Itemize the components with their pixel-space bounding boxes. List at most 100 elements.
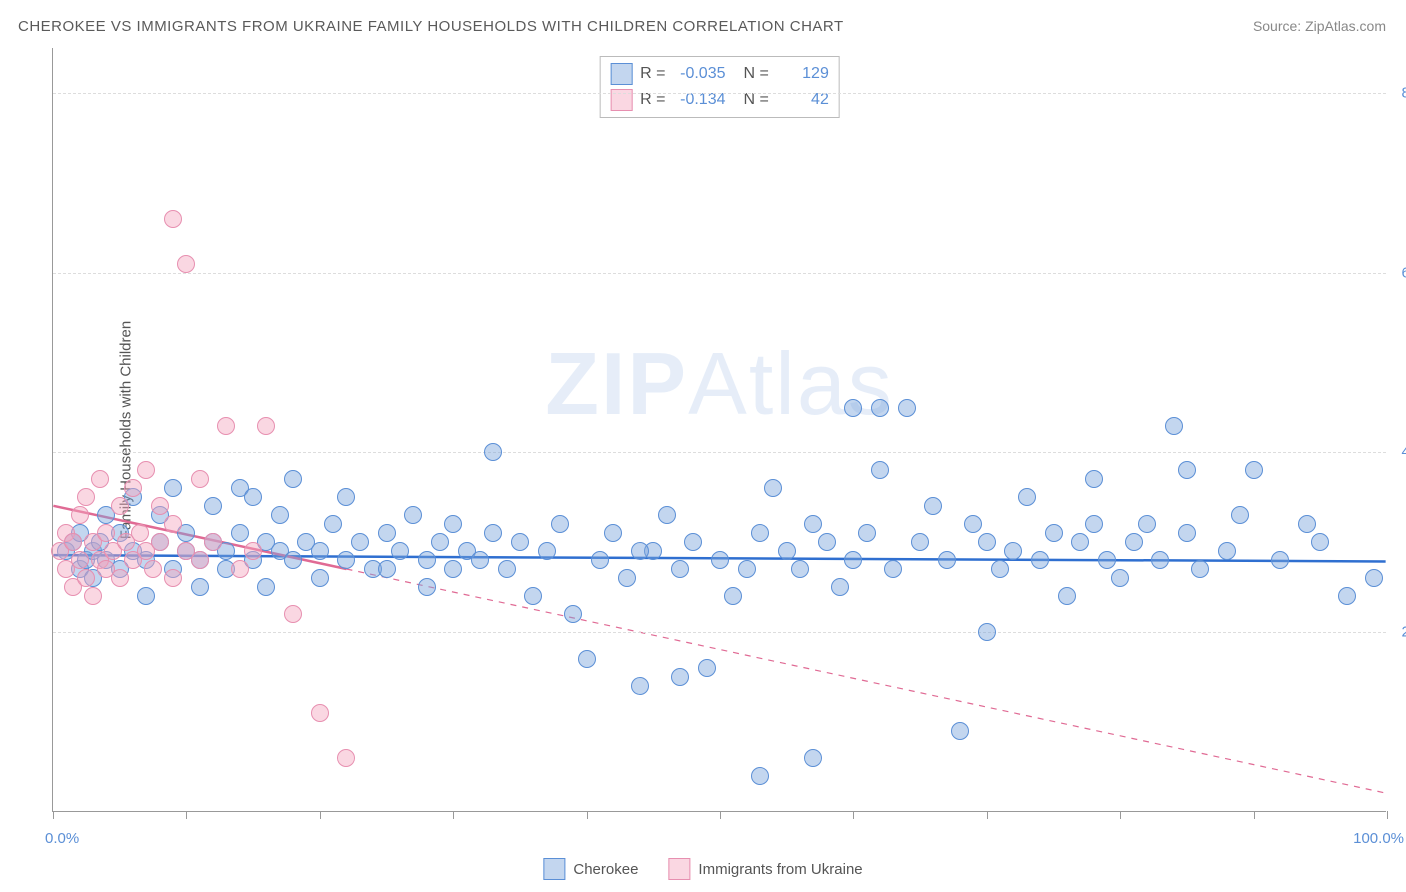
plot-area: Family Households with Children ZIPAtlas… [52,48,1386,812]
data-point [164,569,182,587]
x-tick [53,811,54,819]
data-point [498,560,516,578]
legend-label: Immigrants from Ukraine [698,861,862,878]
x-tick [186,811,187,819]
x-tick [720,811,721,819]
data-point [871,399,889,417]
data-point [1311,533,1329,551]
data-point [938,551,956,569]
data-point [991,560,1009,578]
data-point [444,560,462,578]
data-point [858,524,876,542]
data-point [284,470,302,488]
data-point [151,533,169,551]
data-point [311,569,329,587]
data-point [578,650,596,668]
data-point [137,587,155,605]
gridline [53,93,1386,94]
n-value: 129 [777,65,829,83]
data-point [604,524,622,542]
data-point [311,704,329,722]
x-tick [1254,811,1255,819]
data-point [1151,551,1169,569]
stats-row: R = -0.134 N = 42 [610,87,829,113]
y-tick-label: 80.0% [1401,84,1406,101]
data-point [77,488,95,506]
data-point [257,417,275,435]
legend-label: Cherokee [573,861,638,878]
watermark: ZIPAtlas [545,333,894,435]
data-point [898,399,916,417]
data-point [671,560,689,578]
data-point [591,551,609,569]
data-point [1338,587,1356,605]
data-point [671,668,689,686]
data-point [164,210,182,228]
data-point [84,587,102,605]
data-point [151,497,169,515]
data-point [1178,461,1196,479]
data-point [1111,569,1129,587]
gridline [53,452,1386,453]
data-point [144,560,162,578]
data-point [204,497,222,515]
data-point [951,722,969,740]
data-point [311,542,329,560]
data-point [511,533,529,551]
data-point [217,417,235,435]
data-point [1165,417,1183,435]
data-point [351,533,369,551]
source-attribution: Source: ZipAtlas.com [1253,18,1386,34]
data-point [471,551,489,569]
data-point [831,578,849,596]
data-point [1045,524,1063,542]
data-point [778,542,796,560]
data-point [764,479,782,497]
x-tick [320,811,321,819]
data-point [884,560,902,578]
data-point [1085,515,1103,533]
data-point [724,587,742,605]
data-point [418,578,436,596]
data-point [1271,551,1289,569]
data-point [844,551,862,569]
data-point [71,551,89,569]
data-point [111,569,129,587]
data-point [1004,542,1022,560]
data-point [1298,515,1316,533]
data-point [164,515,182,533]
data-point [1085,470,1103,488]
data-point [91,470,109,488]
legend-item: Immigrants from Ukraine [668,858,862,880]
data-point [631,542,649,560]
data-point [418,551,436,569]
data-point [404,506,422,524]
data-point [191,470,209,488]
data-point [1018,488,1036,506]
source-label: Source: [1253,18,1301,34]
data-point [484,443,502,461]
data-point [1245,461,1263,479]
gridline [53,632,1386,633]
legend-swatch [668,858,690,880]
source-link[interactable]: ZipAtlas.com [1305,18,1386,34]
data-point [684,533,702,551]
data-point [844,399,862,417]
data-point [284,605,302,623]
r-label: R = [640,65,665,83]
data-point [751,767,769,785]
data-point [378,524,396,542]
data-point [618,569,636,587]
data-point [1098,551,1116,569]
data-point [698,659,716,677]
data-point [538,542,556,560]
data-point [204,533,222,551]
data-point [791,560,809,578]
data-point [484,524,502,542]
x-axis-max-label: 100.0% [1353,830,1404,847]
data-point [978,533,996,551]
data-point [191,551,209,569]
data-point [871,461,889,479]
data-point [564,605,582,623]
data-point [337,488,355,506]
